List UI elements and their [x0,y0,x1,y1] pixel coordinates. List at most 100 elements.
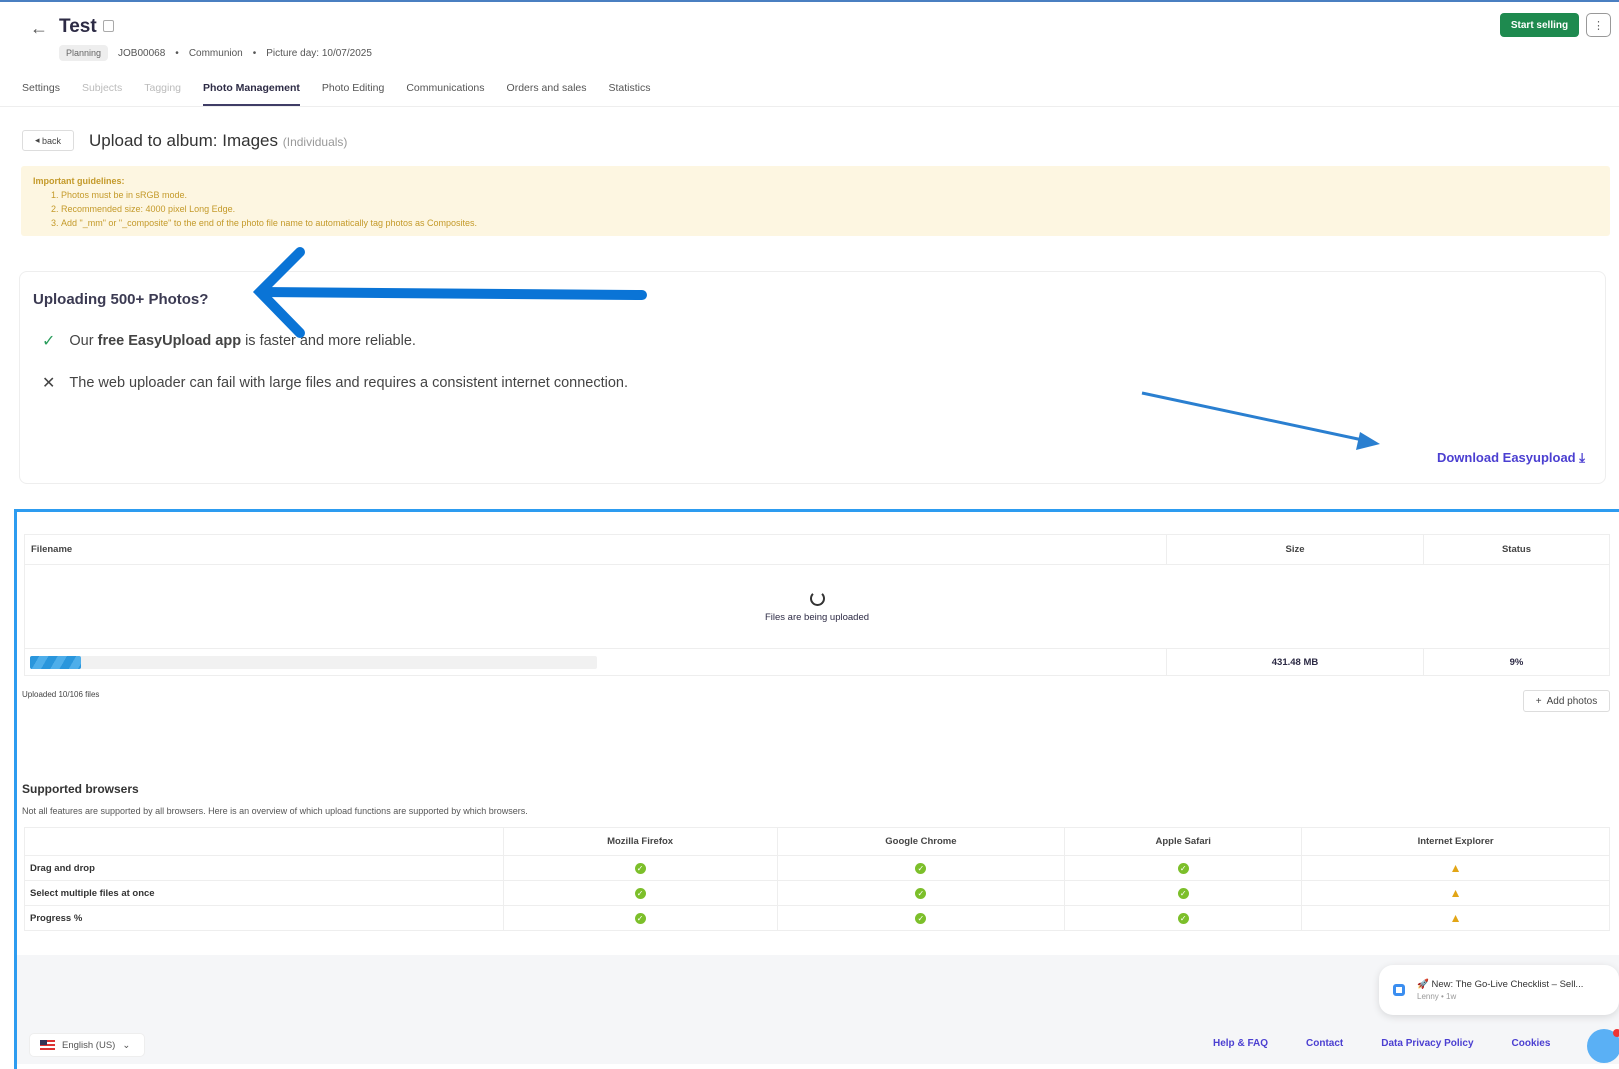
picture-day: Picture day: 10/07/2025 [266,47,372,59]
help-faq-link[interactable]: Help & FAQ [1213,1038,1269,1049]
check-circle-icon: ✓ [915,862,927,874]
back-arrow-icon[interactable]: ← [30,18,48,38]
feature-name: Select multiple files at once [24,880,504,906]
job-meta: Planning JOB00068 • Communion • Picture da… [59,45,372,61]
upload-status: 9% [1423,648,1610,676]
download-easyupload-link[interactable]: Download Easyupload ⤓ [1437,450,1585,466]
back-button[interactable]: ◂ back [22,130,74,151]
footer [17,955,1619,1064]
notification-content: 🚀 New: The Go-Live Checklist – Sell... Le… [1417,979,1583,1001]
browser-column: Mozilla Firefox [502,827,778,856]
browser-column: Internet Explorer [1301,827,1610,856]
column-status: Status [1423,534,1610,565]
warning-icon: ▲ [1449,886,1462,900]
language-label: English (US) [62,1039,116,1051]
pro-text: Our free EasyUpload app is faster and mo… [69,333,416,349]
check-circle-icon: ✓ [634,887,646,899]
chat-launcher-button[interactable] [1587,1029,1619,1063]
browser-support-table: Mozilla Firefox Google Chrome Apple Safari… [24,827,1610,931]
check-circle-icon: ✓ [1177,912,1189,924]
tab-tagging[interactable]: Tagging [144,82,182,94]
tab-settings[interactable]: Settings [22,82,60,94]
feature-column [24,827,504,856]
warning-icon: ▲ [1449,861,1462,875]
language-selector[interactable]: English (US) ⌄ [29,1033,145,1057]
table-row: Progress % ✓ ✓ ✓ ▲ [24,905,1610,931]
download-icon: ⤓ [1579,450,1585,465]
x-icon: ✕ [42,375,56,392]
support-cell: ✓ [1064,905,1303,931]
support-cell: ✓ [502,855,778,881]
tab-communications[interactable]: Communications [406,82,485,94]
support-cell: ✓ [1064,880,1303,906]
check-circle-icon: ✓ [1177,862,1189,874]
calendar-icon[interactable] [103,20,114,32]
progress-fill [30,655,82,669]
footer-links: Help & FAQ Contact Data Privacy Policy C… [1213,1038,1550,1049]
check-circle-icon: ✓ [915,912,927,924]
divider [0,106,1619,107]
more-menu-button[interactable]: ⋮ [1586,13,1611,37]
guidelines-heading: Important guidelines: [33,176,125,186]
notification-toast[interactable]: 🚀 New: The Go-Live Checklist – Sell... Le… [1379,965,1619,1015]
guideline-item: Photos must be in sRGB mode. [61,188,1598,202]
tab-orders-and-sales[interactable]: Orders and sales [506,82,587,94]
page-title: Test [59,16,97,37]
us-flag-icon [40,1040,55,1050]
support-cell: ✓ [1064,855,1303,881]
support-cell: ▲ [1301,905,1610,931]
guideline-item: Recommended size: 4000 pixel Long Edge. [61,202,1598,216]
easyupload-promo-card: Uploading 500+ Photos? ✓ Our free EasyUp… [19,271,1606,484]
privacy-policy-link[interactable]: Data Privacy Policy [1381,1038,1474,1049]
album-type: (Individuals) [282,135,348,149]
upload-frame [14,509,1619,1069]
tab-statistics[interactable]: Statistics [608,82,651,94]
column-size: Size [1166,534,1424,565]
files-table: Filename Size Status Files are being upl… [24,534,1610,676]
add-photos-label: Add photos [1546,695,1598,707]
browser-column: Google Chrome [776,827,1066,856]
support-cell: ▲ [1301,855,1610,881]
supported-browsers-description: Not all features are supported by all br… [22,806,528,816]
check-icon: ✓ [42,333,56,350]
loading-row: Files are being uploaded [24,564,1610,649]
con-text: The web uploader can fail with large fil… [69,375,628,391]
back-label: back [42,135,62,146]
support-cell: ▲ [1301,880,1610,906]
support-cell: ✓ [502,880,778,906]
support-cell: ✓ [776,905,1066,931]
supported-browsers-heading: Supported browsers [22,782,139,796]
feature-name: Drag and drop [24,855,504,881]
job-id: JOB00068 [118,47,166,59]
top-border [0,0,1619,2]
plus-icon: + [1535,695,1542,707]
start-selling-button[interactable]: Start selling [1500,13,1579,37]
status-badge: Planning [59,45,109,61]
tab-subjects[interactable]: Subjects [81,82,123,94]
upload-progress-bar [30,655,597,669]
support-cell: ✓ [776,855,1066,881]
support-cell: ✓ [776,880,1066,906]
table-row: Drag and drop ✓ ✓ ✓ ▲ [24,855,1610,881]
cookies-link[interactable]: Cookies [1511,1038,1551,1049]
tab-photo-management[interactable]: Photo Management [203,82,300,107]
support-cell: ✓ [502,905,778,931]
guidelines-box: Important guidelines: Photos must be in … [21,166,1610,236]
promo-heading: Uploading 500+ Photos? [33,291,209,308]
browser-column: Apple Safari [1064,827,1303,856]
check-circle-icon: ✓ [1177,887,1189,899]
app-logo-icon [1393,984,1405,996]
add-photos-button[interactable]: + Add photos [1523,690,1610,712]
pro-bold: free EasyUpload app [97,333,242,349]
contact-link[interactable]: Contact [1306,1038,1344,1049]
tab-photo-editing[interactable]: Photo Editing [321,82,385,94]
loading-text: Files are being uploaded [764,611,870,623]
check-circle-icon: ✓ [634,862,646,874]
job-category: Communion [188,47,243,59]
check-circle-icon: ✓ [634,912,646,924]
warning-icon: ▲ [1449,911,1462,925]
download-label: Download Easyupload [1436,450,1576,465]
notification-meta: Lenny • 1w [1417,992,1457,1001]
pro-item: ✓ Our free EasyUpload app is faster and … [42,331,416,351]
total-size: 431.48 MB [1166,648,1424,676]
